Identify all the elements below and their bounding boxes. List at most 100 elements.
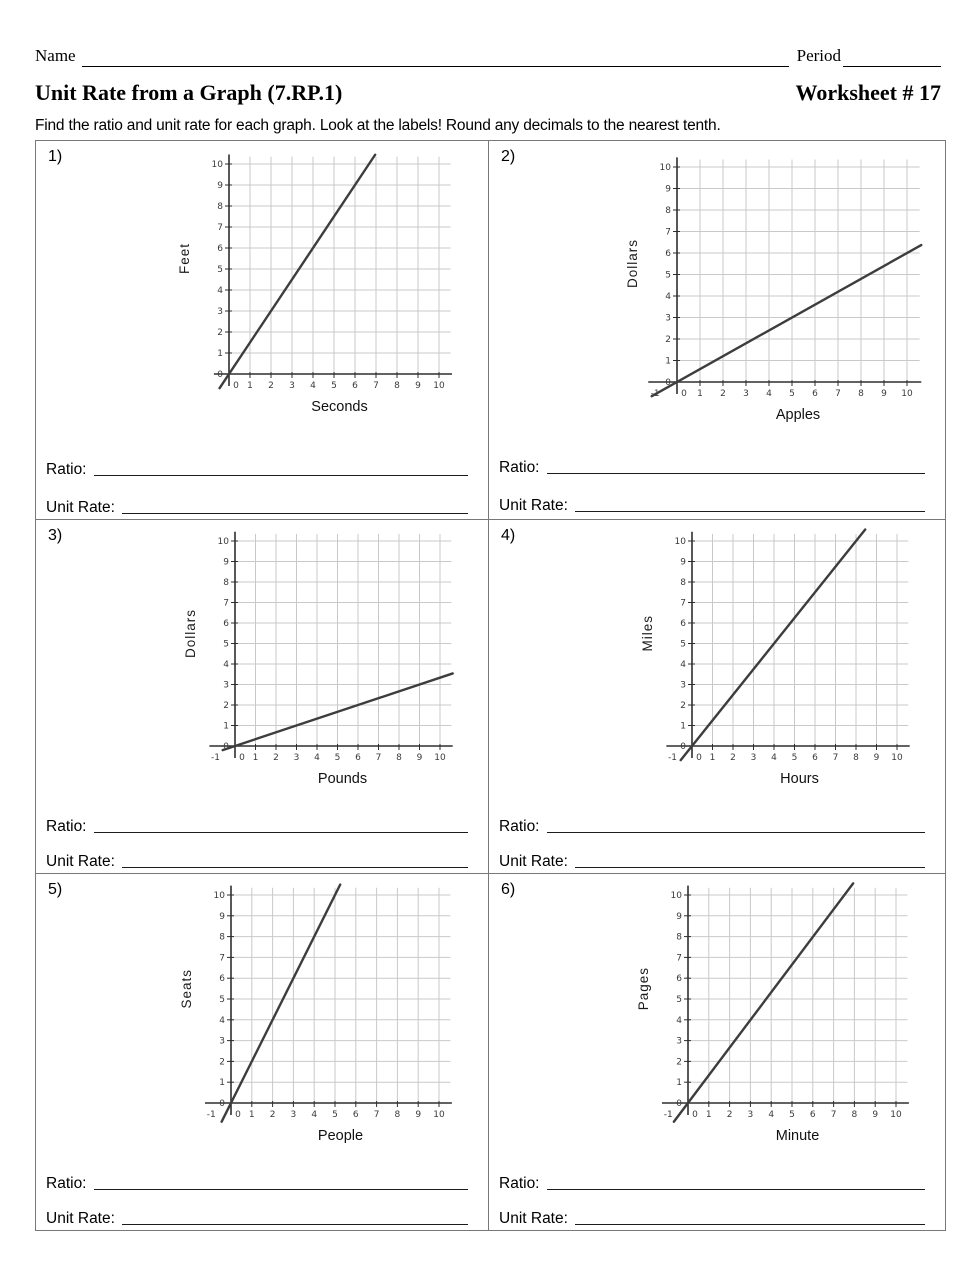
y-axis-title: Dollars: [625, 239, 640, 289]
svg-text:10: 10: [434, 753, 446, 763]
svg-text:5: 5: [680, 640, 686, 650]
svg-text:2: 2: [219, 1057, 225, 1067]
unit-rate-blank[interactable]: [121, 1224, 468, 1225]
svg-text:8: 8: [858, 389, 864, 399]
svg-text:-1: -1: [211, 753, 220, 763]
svg-text:9: 9: [665, 185, 671, 195]
x-axis-title: Apples: [775, 407, 821, 423]
svg-text:9: 9: [415, 1110, 421, 1120]
svg-text:2: 2: [223, 701, 229, 711]
ratio-label: Ratio:: [46, 461, 87, 478]
svg-text:0: 0: [239, 753, 245, 763]
unit-rate-blank[interactable]: [574, 511, 925, 512]
svg-text:2: 2: [727, 1110, 733, 1120]
problem-number: 5): [48, 881, 63, 898]
svg-text:4: 4: [310, 381, 316, 391]
svg-text:0: 0: [223, 742, 229, 752]
ratio-blank[interactable]: [546, 1189, 925, 1190]
y-axis-title: Pages: [636, 967, 651, 1011]
svg-text:3: 3: [294, 753, 300, 763]
answers-block: Ratio: Unit Rate:: [499, 1160, 929, 1230]
ratio-blank[interactable]: [93, 1189, 468, 1190]
ratio-row: Ratio:: [46, 443, 472, 481]
svg-text:6: 6: [352, 381, 358, 391]
svg-text:6: 6: [353, 1110, 359, 1120]
unit-rate-row: Unit Rate:: [499, 1195, 929, 1230]
svg-text:4: 4: [665, 292, 671, 302]
svg-text:10: 10: [433, 381, 445, 391]
y-axis-title: Feet: [177, 243, 192, 275]
svg-text:6: 6: [355, 753, 361, 763]
unit-rate-row: Unit Rate:: [499, 479, 929, 517]
svg-text:1: 1: [249, 1110, 255, 1120]
svg-text:2: 2: [720, 389, 726, 399]
ratio-blank[interactable]: [546, 473, 925, 474]
unit-rate-blank[interactable]: [574, 867, 925, 868]
problem-number: 1): [48, 148, 63, 165]
svg-text:9: 9: [223, 558, 229, 568]
title-row: Unit Rate from a Graph (7.RP.1) Workshee…: [35, 80, 941, 106]
name-blank[interactable]: [81, 50, 789, 67]
svg-text:4: 4: [314, 753, 320, 763]
svg-text:10: 10: [675, 537, 687, 547]
svg-text:7: 7: [676, 953, 682, 963]
svg-text:0: 0: [692, 1110, 698, 1120]
graph-block: Seats 0 1 2 3 4 5 6 7 8 9 10 0 1 2 3 4 5 6 7 8 9 10 -1 People: [179, 876, 458, 1146]
ratio-row: Ratio:: [499, 1160, 929, 1195]
svg-text:-1: -1: [664, 1110, 673, 1120]
svg-text:8: 8: [852, 1110, 858, 1120]
ratio-blank[interactable]: [93, 475, 468, 476]
svg-text:4: 4: [680, 660, 686, 670]
svg-text:4: 4: [223, 660, 229, 670]
x-axis-title: Seconds: [311, 399, 368, 415]
svg-text:1: 1: [706, 1110, 712, 1120]
svg-text:0: 0: [233, 381, 239, 391]
ratio-blank[interactable]: [93, 832, 468, 833]
name-label: Name: [35, 46, 76, 65]
svg-text:0: 0: [676, 1099, 682, 1109]
svg-text:2: 2: [268, 381, 274, 391]
problem-number: 2): [501, 148, 516, 165]
svg-text:4: 4: [676, 1016, 682, 1026]
ratio-blank[interactable]: [546, 832, 925, 833]
svg-text:5: 5: [219, 995, 225, 1005]
svg-text:10: 10: [901, 389, 913, 399]
svg-text:5: 5: [335, 753, 341, 763]
svg-text:3: 3: [219, 1037, 225, 1047]
svg-text:5: 5: [223, 640, 229, 650]
svg-text:9: 9: [680, 558, 686, 568]
svg-text:10: 10: [218, 537, 230, 547]
svg-text:0: 0: [217, 370, 223, 380]
svg-text:0: 0: [665, 378, 671, 388]
unit-rate-blank[interactable]: [121, 867, 468, 868]
y-axis-title: Seats: [179, 969, 194, 1009]
svg-text:-1: -1: [207, 1110, 216, 1120]
svg-text:3: 3: [289, 381, 295, 391]
svg-text:7: 7: [665, 228, 671, 238]
svg-text:1: 1: [697, 389, 703, 399]
unit-rate-label: Unit Rate:: [499, 853, 568, 870]
svg-text:3: 3: [748, 1110, 754, 1120]
ratio-label: Ratio:: [46, 818, 87, 835]
svg-text:5: 5: [665, 271, 671, 281]
svg-text:0: 0: [680, 742, 686, 752]
ratio-row: Ratio:: [46, 1160, 472, 1195]
svg-text:4: 4: [768, 1110, 774, 1120]
svg-text:9: 9: [415, 381, 421, 391]
svg-text:2: 2: [680, 701, 686, 711]
unit-rate-blank[interactable]: [574, 1224, 925, 1225]
svg-text:5: 5: [331, 381, 337, 391]
y-axis-title: Miles: [640, 615, 655, 652]
svg-text:7: 7: [835, 389, 841, 399]
svg-text:7: 7: [223, 599, 229, 609]
svg-text:9: 9: [676, 912, 682, 922]
svg-text:4: 4: [311, 1110, 317, 1120]
period-blank[interactable]: [843, 50, 941, 67]
unit-rate-blank[interactable]: [121, 513, 468, 514]
problem-cell-6: 6) Pages 0 1 2 3 4 5 6 7 8 9 10 0 1 2 3 4 5 6 7 8 9 10 -1 Minu…: [489, 874, 945, 1230]
svg-text:8: 8: [680, 578, 686, 588]
